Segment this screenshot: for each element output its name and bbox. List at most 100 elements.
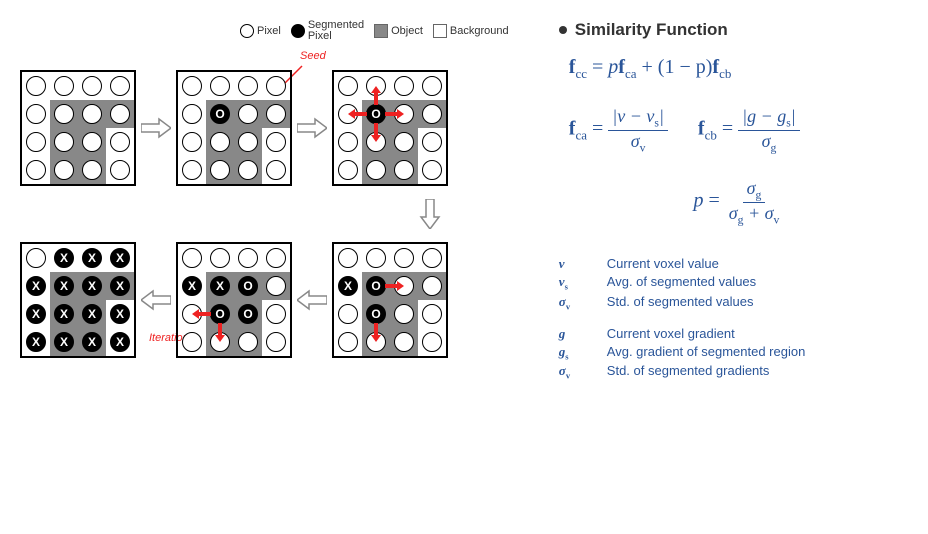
- grid-cell: [22, 72, 50, 100]
- variable-row: σvStd. of segmented values: [559, 294, 908, 312]
- legend-background: Background: [433, 24, 509, 38]
- bullet-icon: [559, 26, 567, 34]
- variable-row: gsAvg. gradient of segmented region: [559, 344, 908, 362]
- grid-cell: [418, 100, 446, 128]
- similarity-title-text: Similarity Function: [575, 20, 728, 40]
- equation-fca-fcb: fca = |v − vs| σv fcb = |g − gs| σg: [569, 106, 908, 154]
- grid-cell: [262, 72, 290, 100]
- legend-pixel-label: Pixel: [257, 25, 281, 37]
- grid-cell: [262, 300, 290, 328]
- grid-row-bottom: XXXXXXXXXXXXXXX XXOOO XOO: [20, 242, 539, 358]
- grid-cell: [206, 244, 234, 272]
- grid-cell: [22, 156, 50, 184]
- grid-cell: [178, 328, 206, 356]
- grid-cell: [262, 156, 290, 184]
- grid-cell: X: [106, 244, 134, 272]
- grid-cell: X: [178, 272, 206, 300]
- grid-cell: [418, 156, 446, 184]
- grid-cell: X: [22, 328, 50, 356]
- grid-cell: [22, 244, 50, 272]
- grid-cell: [234, 100, 262, 128]
- grid-cell: X: [106, 300, 134, 328]
- grid-cell: [390, 128, 418, 156]
- equation-fcc: fcc = pfca + (1 − p)fcb: [569, 56, 908, 82]
- grid-cell: [262, 272, 290, 300]
- grid-cell: [178, 128, 206, 156]
- grid-cell: [178, 244, 206, 272]
- grid-cell: X: [78, 300, 106, 328]
- grid-cell: [334, 156, 362, 184]
- grid-cell: [106, 156, 134, 184]
- grid-cell: [178, 72, 206, 100]
- grid-cell: X: [334, 272, 362, 300]
- legend-object: Object: [374, 24, 423, 38]
- grid-cell: X: [106, 328, 134, 356]
- grid-cell: [234, 156, 262, 184]
- grid-cell: [234, 328, 262, 356]
- flow-arrow-left-icon: [136, 242, 176, 358]
- legend: Pixel Segmented Pixel Object Background: [240, 20, 509, 42]
- region-growing-diagram: Pixel Segmented Pixel Object Background …: [20, 20, 539, 383]
- formula-panel: Similarity Function fcc = pfca + (1 − p)…: [559, 20, 908, 383]
- grid-cell: [418, 328, 446, 356]
- grid-cell: [390, 328, 418, 356]
- variable-row: σvStd. of segmented gradients: [559, 363, 908, 381]
- grid-cell: [262, 100, 290, 128]
- grid-cell: [78, 156, 106, 184]
- grid-cell: [390, 156, 418, 184]
- grid-panel-3: XXXXXXXXXXXXXXX: [20, 242, 136, 358]
- grid-cell: [78, 128, 106, 156]
- grid-cell: X: [50, 300, 78, 328]
- grid-cell: [418, 272, 446, 300]
- legend-segmented: Segmented Pixel: [291, 20, 364, 42]
- grid-row-top: O O: [20, 70, 539, 186]
- grid-cell: [50, 72, 78, 100]
- grid-panel-4: XXOOO: [176, 242, 292, 358]
- flow-arrow-right-icon: [136, 70, 176, 186]
- grid-cell: [50, 128, 78, 156]
- legend-background-label: Background: [450, 25, 509, 37]
- grid-cell: X: [22, 300, 50, 328]
- grid-cell: X: [106, 272, 134, 300]
- seed-label: Seed: [300, 50, 326, 62]
- grid-cell: [178, 100, 206, 128]
- grid-cell: [22, 100, 50, 128]
- grid-cell: X: [50, 328, 78, 356]
- legend-object-label: Object: [391, 25, 423, 37]
- variable-row: vsAvg. of segmented values: [559, 274, 908, 292]
- grid-cell: X: [78, 328, 106, 356]
- variable-row: vCurrent voxel value: [559, 256, 908, 272]
- grid-cell: [262, 328, 290, 356]
- legend-pixel: Pixel: [240, 24, 281, 38]
- variable-row: gCurrent voxel gradient: [559, 326, 908, 342]
- grid-cell: [22, 128, 50, 156]
- grid-cell: [178, 156, 206, 184]
- grid-cell: X: [78, 244, 106, 272]
- grid-cell: O: [206, 100, 234, 128]
- grid-cell: [390, 300, 418, 328]
- grid-cell: [262, 244, 290, 272]
- grid-cell: X: [50, 244, 78, 272]
- grid-cell: [206, 72, 234, 100]
- equation-p: p = σg σg + σv: [569, 178, 908, 226]
- grid-cell: [234, 244, 262, 272]
- grid-cell: [418, 244, 446, 272]
- grid-cell: [418, 300, 446, 328]
- grid-row-down: [20, 194, 488, 234]
- flow-arrow-left-icon: [292, 242, 332, 358]
- grid-cell: [418, 128, 446, 156]
- grid-cell: [418, 72, 446, 100]
- variable-table: vCurrent voxel value vsAvg. of segmented …: [559, 256, 908, 380]
- grid-cell: X: [50, 272, 78, 300]
- grid-cell: [106, 100, 134, 128]
- grid-cell: [50, 156, 78, 184]
- grid-cell: [50, 100, 78, 128]
- grid-cell: [334, 128, 362, 156]
- legend-segmented-label: Segmented Pixel: [308, 20, 364, 42]
- grid-cell: [390, 72, 418, 100]
- grid-cell: [262, 128, 290, 156]
- grid-cell: [334, 244, 362, 272]
- grid-panel-1: O: [176, 70, 292, 186]
- grid-cell: X: [22, 272, 50, 300]
- grid-panel-2: O: [332, 70, 448, 186]
